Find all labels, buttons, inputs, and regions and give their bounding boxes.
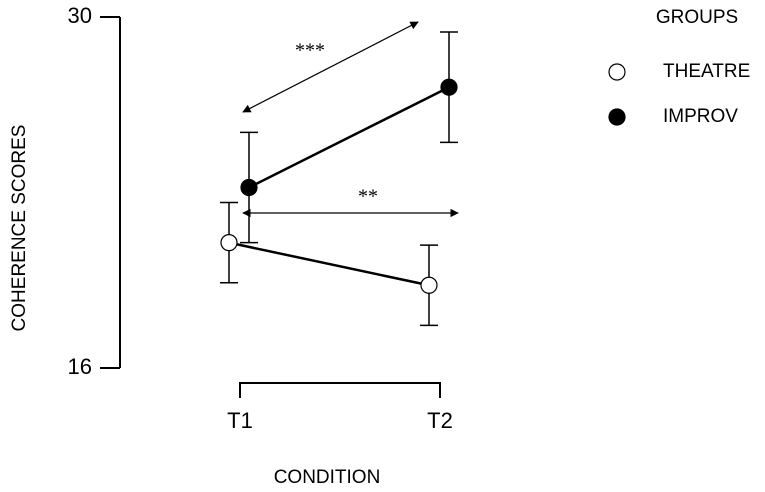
x-axis-label: CONDITION xyxy=(274,467,381,488)
significance-label: ** xyxy=(358,186,378,208)
legend-marker xyxy=(608,108,626,126)
legend-label: IMPROV xyxy=(663,106,738,127)
legend-label: THEATRE xyxy=(663,61,750,82)
data-point xyxy=(220,234,238,252)
series-line xyxy=(248,86,450,189)
y-tick-label: 16 xyxy=(68,354,92,379)
data-point xyxy=(420,276,438,294)
y-axis-label: COHERENCE SCORES xyxy=(9,125,30,332)
data-point xyxy=(240,178,258,197)
significance-label: *** xyxy=(295,40,325,62)
legend-title: GROUPS xyxy=(656,7,738,28)
comparison-arrow xyxy=(242,21,419,113)
x-tick-label: T2 xyxy=(427,408,453,433)
x-tick-label: T1 xyxy=(227,408,253,433)
data-point xyxy=(440,78,458,96)
x-axis-bracket xyxy=(239,382,441,398)
y-tick-label: 30 xyxy=(68,3,92,28)
series-line xyxy=(228,241,430,287)
legend-marker xyxy=(608,63,626,81)
